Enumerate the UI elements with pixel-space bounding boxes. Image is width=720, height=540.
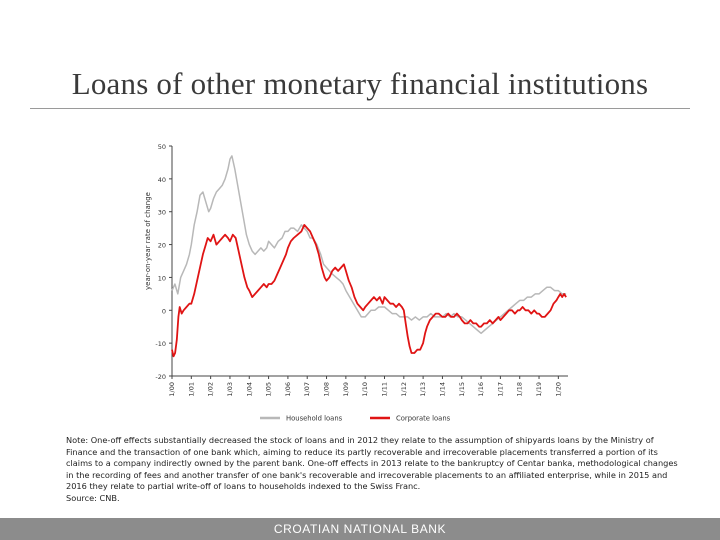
x-tick-label: 1/15 (458, 382, 466, 397)
x-tick-label: 1/20 (554, 382, 562, 397)
x-tick-label: 1/17 (496, 382, 504, 397)
y-tick-label: -20 (155, 373, 166, 381)
source-text: Source: CNB. (66, 492, 120, 503)
chart-note: Note: One-off effects substantially decr… (66, 435, 682, 505)
x-tick-label: 1/16 (477, 382, 485, 397)
x-tick-label: 1/12 (400, 382, 408, 397)
x-tick-label: 1/14 (438, 382, 446, 397)
chart-axes: 50 40 30 20 10 0 -10 -20 year-on-year rate of ch… (144, 143, 568, 397)
y-tick-label: 10 (158, 274, 166, 282)
y-axis-title: year-on-year rate of change (144, 192, 152, 290)
y-tick-label: 20 (158, 242, 166, 250)
x-tick-label: 1/19 (535, 382, 543, 397)
legend-label-corporate: Corporate loans (396, 415, 451, 423)
note-text: Note: One-off effects substantially decr… (66, 435, 678, 492)
x-tick-label: 1/04 (245, 382, 253, 397)
x-tick-label: 1/13 (419, 382, 427, 397)
x-tick-label: 1/05 (265, 382, 273, 397)
chart-series (171, 155, 567, 358)
x-tick-label: 1/18 (516, 382, 524, 397)
y-tick-label: 50 (158, 143, 166, 151)
footer-bank-name: CROATIAN NATIONAL BANK (0, 518, 720, 540)
y-tick-label: 0 (162, 307, 166, 315)
x-tick-label: 1/03 (226, 382, 234, 397)
x-tick-label: 1/06 (284, 382, 292, 397)
chart-legend: Household loans Corporate loans (260, 415, 451, 423)
series-line-corporate (171, 224, 567, 358)
y-tick-label: 40 (158, 176, 166, 184)
loans-line-chart: 50 40 30 20 10 0 -10 -20 year-on-year rate of ch… (144, 143, 568, 423)
y-tick-label: 30 (158, 209, 166, 217)
x-tick-label: 1/10 (361, 382, 369, 397)
x-tick-label: 1/00 (168, 382, 176, 397)
slide-title: Loans of other monetary financial instit… (71, 66, 649, 101)
x-tick-label: 1/01 (187, 382, 195, 397)
y-tick-label: -10 (155, 340, 166, 348)
legend-label-household: Household loans (286, 415, 343, 423)
x-tick-label: 1/08 (323, 382, 331, 397)
x-tick-label: 1/11 (380, 382, 388, 397)
series-line-household (171, 155, 567, 335)
x-tick-label: 1/02 (207, 382, 215, 397)
title-divider (30, 108, 690, 109)
x-tick-label: 1/09 (342, 382, 350, 397)
x-tick-label: 1/07 (303, 382, 311, 397)
